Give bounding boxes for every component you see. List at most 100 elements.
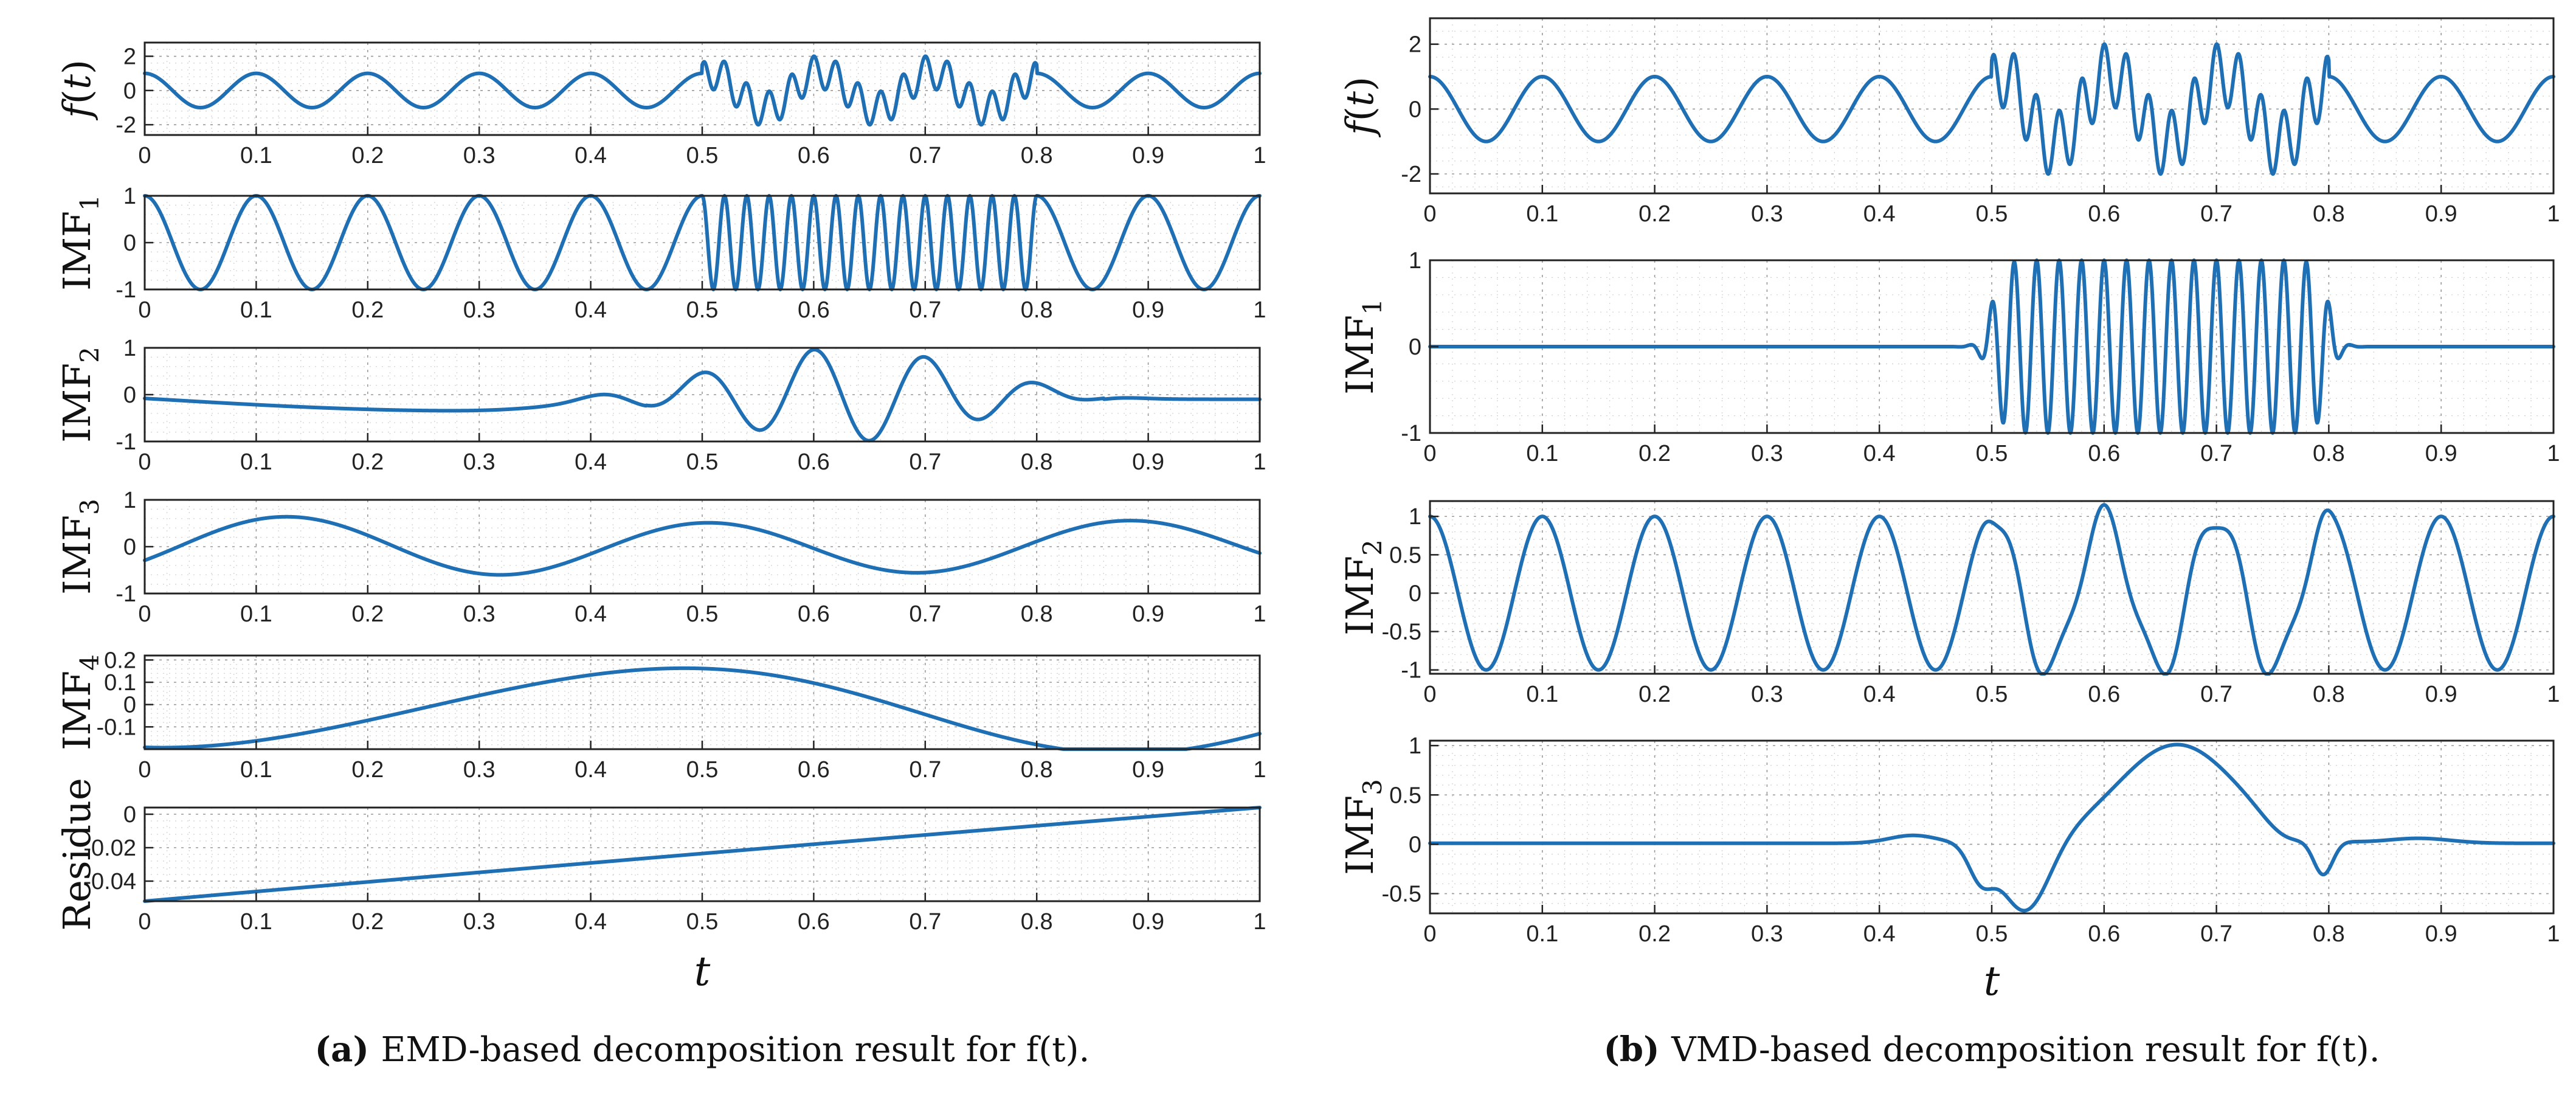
panel-imf2: -1 -0.5 0 0.5 1 0 0.1 0.2 0.3 0.4 0.5 0.6 0.7 0.8 0.9 1… bbox=[1338, 500, 2560, 707]
y-tick-label: 0 bbox=[1409, 97, 1421, 122]
x-tick-label: 0.1 bbox=[1526, 921, 1558, 947]
y-tick-label: -0.1 bbox=[97, 715, 136, 740]
y-tick-label: -1 bbox=[116, 581, 136, 607]
x-tick-label: 0.7 bbox=[2200, 441, 2232, 466]
y-tick-label: 0.1 bbox=[104, 670, 136, 696]
x-tick-label: 0.4 bbox=[575, 143, 607, 168]
x-tick-label: 0.9 bbox=[1132, 601, 1164, 627]
x-tick-label: 0.8 bbox=[2313, 441, 2345, 466]
x-tick-label: 0 bbox=[138, 297, 151, 323]
y-tick-label: -0.02 bbox=[83, 836, 136, 861]
x-tick-label: 0.2 bbox=[351, 601, 384, 627]
x-tick-label: 0.1 bbox=[240, 449, 272, 475]
x-tick-label: 0.6 bbox=[798, 449, 830, 475]
series-line-imf1 bbox=[1428, 258, 2555, 435]
x-axis-label: t bbox=[1984, 958, 2000, 1005]
x-tick-label: 0.1 bbox=[1526, 441, 1558, 466]
x-tick-label: 1 bbox=[1253, 601, 1266, 627]
x-tick-label: 0.5 bbox=[686, 143, 719, 168]
x-tick-label: 0.2 bbox=[1638, 201, 1671, 227]
y-tick-label: 2 bbox=[123, 44, 136, 70]
y-tick-label: 1 bbox=[123, 336, 136, 361]
y-tick-label: 1 bbox=[1409, 733, 1421, 759]
x-tick-label: 0.6 bbox=[2088, 682, 2120, 707]
x-tick-label: 0.5 bbox=[686, 757, 719, 783]
x-tick-label: 0.9 bbox=[1132, 909, 1164, 935]
y-axis-label: IMF1 bbox=[1338, 299, 1387, 395]
x-tick-label: 0.3 bbox=[463, 449, 496, 475]
x-tick-label: 0.5 bbox=[1976, 441, 2008, 466]
x-tick-label: 0.4 bbox=[575, 449, 607, 475]
x-tick-label: 0.9 bbox=[2425, 441, 2457, 466]
y-axis-label: IMF2 bbox=[1338, 539, 1387, 635]
x-tick-label: 0.3 bbox=[1751, 682, 1783, 707]
x-tick-label: 0.8 bbox=[1021, 757, 1053, 783]
series-line-imf1 bbox=[143, 194, 1262, 291]
y-tick-label: 0 bbox=[123, 535, 136, 560]
x-tick-label: 1 bbox=[2547, 201, 2560, 227]
x-tick-label: 0.6 bbox=[798, 601, 830, 627]
x-tick-label: 0.8 bbox=[2313, 921, 2345, 947]
x-tick-label: 0.5 bbox=[686, 297, 719, 323]
x-tick-label: 0.7 bbox=[2200, 921, 2232, 947]
x-tick-label: 0.6 bbox=[2088, 441, 2120, 466]
y-tick-label: 1 bbox=[1409, 504, 1421, 530]
x-tick-label: 0.4 bbox=[1863, 682, 1896, 707]
y-axis-label: Residue bbox=[55, 778, 99, 930]
y-tick-label: -0.04 bbox=[83, 869, 136, 895]
x-tick-label: 0.4 bbox=[1863, 201, 1896, 227]
x-tick-label: 0.2 bbox=[1638, 921, 1671, 947]
x-tick-label: 0.4 bbox=[575, 909, 607, 935]
series-line-residue bbox=[143, 806, 1262, 903]
x-tick-label: 0.6 bbox=[2088, 921, 2120, 947]
x-tick-label: 0.3 bbox=[463, 601, 496, 627]
x-tick-label: 0 bbox=[1423, 682, 1436, 707]
x-tick-label: 0.7 bbox=[909, 601, 941, 627]
y-tick-label: -0.5 bbox=[1382, 882, 1421, 907]
y-tick-label: -0.5 bbox=[1382, 620, 1421, 645]
y-axis-label: IMF3 bbox=[1338, 779, 1387, 875]
x-tick-label: 0.3 bbox=[1751, 201, 1783, 227]
y-tick-label: -1 bbox=[1401, 658, 1421, 683]
y-tick-label: 0.5 bbox=[1389, 783, 1421, 808]
y-axis-label: f(t) bbox=[55, 60, 99, 120]
x-tick-label: 0.3 bbox=[463, 143, 496, 168]
x-tick-label: 0.6 bbox=[798, 143, 830, 168]
y-axis-label: f(t) bbox=[1338, 77, 1382, 137]
x-tick-label: 0.9 bbox=[2425, 682, 2457, 707]
plot-frame bbox=[143, 499, 1261, 595]
x-tick-label: 1 bbox=[2547, 921, 2560, 947]
y-tick-label: 1 bbox=[123, 184, 136, 209]
x-tick-label: 0.5 bbox=[1976, 921, 2008, 947]
y-tick-label: 0 bbox=[123, 693, 136, 718]
x-tick-label: 0.9 bbox=[1132, 757, 1164, 783]
x-tick-label: 0.9 bbox=[2425, 201, 2457, 227]
x-tick-label: 0.7 bbox=[909, 449, 941, 475]
x-tick-label: 0.8 bbox=[1021, 297, 1053, 323]
x-tick-label: 0.1 bbox=[1526, 201, 1558, 227]
x-tick-label: 0 bbox=[1423, 921, 1436, 947]
y-axis-label: IMF1 bbox=[55, 195, 105, 291]
x-tick-label: 0.8 bbox=[1021, 143, 1053, 168]
x-tick-label: 0.7 bbox=[2200, 201, 2232, 227]
y-tick-label: 1 bbox=[1409, 248, 1421, 274]
x-tick-label: 0.2 bbox=[351, 143, 384, 168]
x-tick-label: 0 bbox=[138, 143, 151, 168]
x-tick-label: 0.7 bbox=[909, 297, 941, 323]
x-tick-label: 0.2 bbox=[1638, 682, 1671, 707]
x-tick-label: 0.2 bbox=[1638, 441, 1671, 466]
series-line-imf3 bbox=[1428, 742, 2555, 913]
y-tick-label: 0 bbox=[123, 382, 136, 408]
x-tick-label: 0.4 bbox=[1863, 921, 1896, 947]
y-tick-label: 0 bbox=[123, 802, 136, 828]
x-tick-label: 0 bbox=[138, 757, 151, 783]
x-tick-label: 0.9 bbox=[1132, 143, 1164, 168]
x-tick-label: 0.7 bbox=[2200, 682, 2232, 707]
x-tick-label: 0.4 bbox=[575, 601, 607, 627]
